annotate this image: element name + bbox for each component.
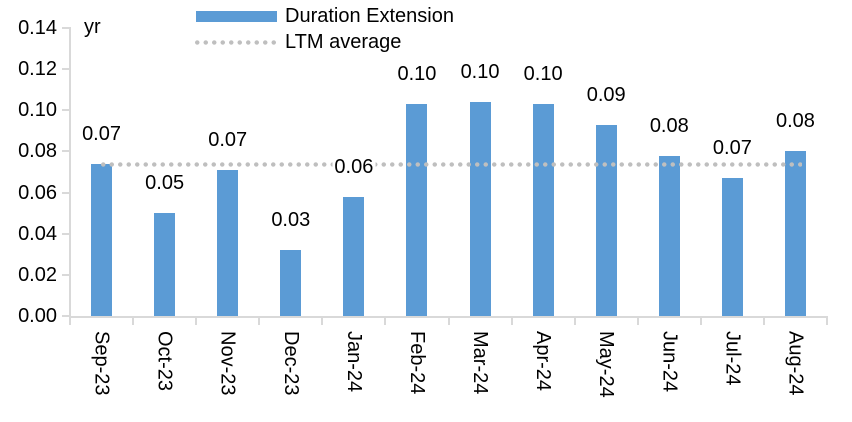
- x-axis-tick: [321, 316, 324, 325]
- bar-value-label: 0.10: [395, 63, 439, 86]
- bar: [154, 213, 176, 316]
- y-axis-tick-label: 0.10: [18, 99, 57, 122]
- bar-value-label: 0.05: [143, 172, 187, 195]
- y-axis-tick-label: 0.14: [18, 17, 57, 39]
- bar-value-label: 0.07: [80, 122, 123, 145]
- bar-value-label: 0.03: [269, 209, 313, 232]
- bar-value-label: 0.09: [584, 83, 628, 106]
- bar-value-label: 0.10: [521, 63, 565, 86]
- legend-dotted-line-swatch: [193, 40, 277, 45]
- y-axis-tick-label: 0.12: [18, 58, 57, 81]
- bar: [721, 178, 743, 316]
- bar: [91, 163, 113, 316]
- y-axis-tick: [62, 232, 70, 235]
- x-axis-tick: [69, 316, 71, 325]
- y-axis-line: [69, 27, 71, 318]
- bar-value-label: 0.06: [332, 155, 376, 178]
- bar-value-label: 0.08: [773, 110, 817, 133]
- x-axis-tick-label: Jan-24: [342, 331, 365, 393]
- y-axis-tick: [62, 68, 70, 71]
- legend-bar-swatch: [196, 11, 277, 22]
- x-axis-tick: [573, 316, 576, 325]
- x-axis-tick: [132, 316, 135, 325]
- y-axis-tick-label: 0.06: [18, 181, 57, 204]
- y-axis-tick: [62, 191, 70, 194]
- x-axis-tick-label: May-24: [595, 331, 618, 398]
- x-axis-tick: [699, 316, 702, 325]
- bar: [784, 151, 806, 316]
- x-axis-tick-label: Mar-24: [469, 331, 492, 395]
- y-axis-tick: [62, 315, 70, 317]
- x-axis-tick: [258, 316, 261, 325]
- y-axis-tick: [62, 273, 70, 276]
- bar: [406, 104, 428, 316]
- bar: [280, 250, 302, 316]
- bar: [469, 102, 491, 316]
- bar: [217, 169, 239, 316]
- bar: [343, 196, 365, 316]
- bar: [595, 124, 617, 316]
- y-axis-tick-label: 0.08: [18, 140, 57, 163]
- x-axis-tick: [195, 316, 198, 325]
- y-axis-unit-label: yr: [84, 16, 101, 38]
- x-axis-tick: [636, 316, 639, 325]
- y-axis-tick: [62, 150, 70, 153]
- y-axis-tick-label: 0.04: [18, 222, 57, 245]
- y-axis-tick: [62, 109, 70, 112]
- x-axis-tick-label: Oct-23: [153, 331, 176, 392]
- x-axis-tick-label: Sep-23: [90, 331, 113, 396]
- x-axis-tick-label: Aug-24: [784, 331, 807, 396]
- x-axis-tick: [384, 316, 387, 325]
- x-axis-tick-label: Dec-23: [279, 331, 302, 396]
- x-axis-tick-label: Jun-24: [658, 331, 681, 393]
- y-axis-tick: [62, 27, 70, 29]
- x-axis-tick: [826, 316, 828, 325]
- ltm-average-line: [98, 162, 803, 168]
- bar-value-label: 0.08: [647, 114, 691, 137]
- bar-value-label: 0.07: [206, 128, 250, 151]
- x-axis-tick-label: Nov-23: [216, 331, 239, 396]
- bar-value-label: 0.07: [710, 137, 754, 160]
- x-axis-tick-label: Apr-24: [532, 331, 555, 392]
- x-axis-tick: [447, 316, 450, 325]
- legend-item-duration-extension: Duration Extension: [285, 5, 454, 27]
- bar: [658, 155, 680, 316]
- x-axis-tick-label: Feb-24: [405, 331, 428, 395]
- bar: [532, 104, 554, 316]
- legend-item-ltm-average: LTM average: [285, 31, 402, 53]
- x-axis-tick-label: Jul-24: [721, 331, 744, 386]
- y-axis-tick-label: 0.02: [18, 263, 57, 286]
- x-axis-tick: [762, 316, 765, 325]
- x-axis-tick: [510, 316, 513, 325]
- bar-value-label: 0.10: [458, 61, 502, 84]
- y-axis-tick-label: 0.00: [18, 305, 57, 327]
